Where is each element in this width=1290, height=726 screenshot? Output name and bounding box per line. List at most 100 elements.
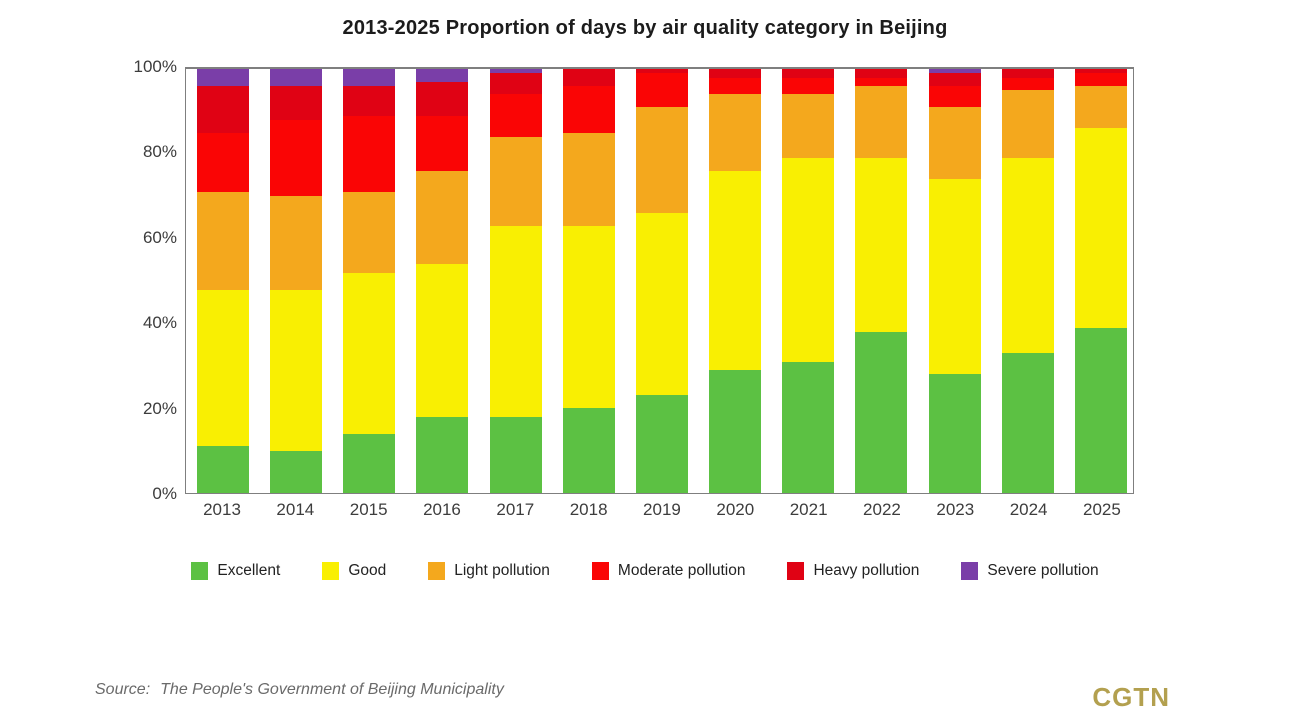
x-label-2017: 2017: [496, 500, 535, 519]
bar-segment-heavy-pollution-2020: [709, 69, 762, 78]
bar-segment-light-pollution-2024: [1001, 90, 1054, 159]
bar-segment-good-2013: [197, 289, 249, 447]
bar-2015: [343, 69, 396, 493]
x-label-2016: 2016: [423, 500, 461, 519]
bar-segment-moderate-pollution-2015: [343, 115, 396, 192]
bar-segment-severe-pollution-2023: [928, 69, 981, 74]
bar-2021: [782, 69, 835, 493]
bar-segment-light-pollution-2014: [270, 196, 323, 290]
x-axis: 2013 2014 2015 2016 2017 2018 2019 2020 2021 2022…: [185, 500, 1134, 520]
x-label-2021: 2021: [789, 500, 828, 519]
bar-2019: [635, 69, 688, 493]
bar-segment-moderate-pollution-2013: [197, 132, 249, 192]
x-label-2015: 2015: [349, 500, 388, 519]
bar-segment-good-2019: [635, 213, 688, 396]
bar-segment-heavy-pollution-2022: [855, 69, 908, 78]
bar-segment-excellent-2013: [197, 446, 249, 493]
legend-label-severe-pollution: Severe pollution: [987, 562, 1099, 579]
legend-item-heavy-pollution: Heavy pollution: [787, 562, 919, 580]
bar-segment-moderate-pollution-2024: [1001, 77, 1054, 91]
legend-label-light-pollution: Light pollution: [454, 562, 550, 579]
bar-2024: [1001, 69, 1054, 493]
bar-segment-light-pollution-2017: [489, 136, 542, 226]
bar-segment-moderate-pollution-2025: [1074, 73, 1127, 86]
source-text: The People's Government of Beijing Munic…: [160, 681, 504, 698]
bar-segment-good-2023: [928, 179, 981, 375]
bar-segment-excellent-2015: [343, 433, 396, 493]
bar-segment-light-pollution-2018: [562, 132, 615, 226]
bar-segment-good-2020: [709, 170, 762, 371]
bar-segment-severe-pollution-2016: [416, 69, 469, 82]
bar-2023: [928, 69, 981, 493]
bar-segment-light-pollution-2016: [416, 170, 469, 265]
y-tick-60pct: 60%: [142, 227, 177, 247]
bar-segment-heavy-pollution-2019: [635, 69, 688, 74]
x-label-2020: 2020: [716, 500, 755, 519]
bar-segment-excellent-2024: [1001, 353, 1054, 493]
legend-item-good: Good: [322, 562, 386, 580]
bar-segment-good-2017: [489, 225, 542, 417]
bar-segment-excellent-2020: [709, 370, 762, 493]
legend-item-light-pollution: Light pollution: [428, 562, 550, 580]
x-label-2013: 2013: [203, 500, 241, 519]
bar-segment-heavy-pollution-2024: [1001, 69, 1054, 78]
bar-segment-good-2016: [416, 264, 469, 417]
bar-segment-good-2021: [782, 158, 835, 362]
bar-segment-heavy-pollution-2018: [562, 69, 615, 86]
bar-2016: [416, 69, 469, 493]
bar-segment-heavy-pollution-2017: [489, 73, 542, 95]
y-axis: 0% 20% 40% 60% 80% 100%: [0, 57, 177, 503]
bar-segment-good-2018: [562, 225, 615, 409]
legend: Excellent Good Light pollution Moderate pol…: [0, 562, 1290, 580]
bar-segment-heavy-pollution-2021: [782, 69, 835, 78]
legend-swatch-moderate-pollution: [591, 562, 609, 580]
bar-segment-heavy-pollution-2014: [270, 86, 323, 120]
bar-segment-severe-pollution-2015: [343, 69, 396, 86]
x-label-2022: 2022: [863, 500, 901, 519]
bar-segment-good-2014: [270, 289, 323, 451]
bar-2017: [489, 69, 542, 493]
x-label-2014: 2014: [276, 500, 315, 519]
bar-segment-excellent-2022: [855, 331, 908, 493]
bar-segment-light-pollution-2015: [343, 191, 396, 273]
bar-segment-heavy-pollution-2013: [197, 86, 249, 133]
bar-2014: [270, 69, 323, 493]
bar-segment-moderate-pollution-2019: [635, 73, 688, 108]
x-label-2019: 2019: [643, 500, 681, 519]
bar-segment-moderate-pollution-2014: [270, 119, 323, 197]
legend-swatch-excellent: [191, 562, 209, 580]
bar-segment-moderate-pollution-2022: [855, 77, 908, 86]
bar-segment-heavy-pollution-2015: [343, 86, 396, 116]
bar-segment-severe-pollution-2013: [197, 69, 249, 86]
bar-2022: [855, 69, 908, 493]
bar-segment-heavy-pollution-2025: [1074, 69, 1127, 74]
bar-segment-heavy-pollution-2016: [416, 81, 469, 116]
bar-segment-excellent-2023: [928, 374, 981, 493]
bar-segment-moderate-pollution-2023: [928, 85, 981, 108]
bar-2013: [197, 69, 249, 493]
bar-segment-good-2025: [1074, 128, 1127, 328]
chart-title: 2013-2025 Proportion of days by air qual…: [342, 17, 948, 39]
bar-segment-excellent-2019: [635, 395, 688, 493]
y-tick-20pct: 20%: [142, 398, 177, 418]
source-label: Source:: [95, 681, 151, 698]
y-tick-40pct: 40%: [142, 313, 177, 333]
bar-segment-severe-pollution-2014: [270, 69, 323, 87]
legend-label-heavy-pollution: Heavy pollution: [813, 562, 920, 579]
bar-segment-moderate-pollution-2020: [709, 77, 762, 95]
bar-segment-excellent-2025: [1074, 327, 1127, 493]
bar-segment-excellent-2017: [489, 416, 542, 493]
bar-segment-light-pollution-2022: [855, 85, 908, 159]
bar-segment-excellent-2014: [270, 450, 323, 493]
legend-label-moderate-pollution: Moderate pollution: [617, 562, 746, 579]
bar-segment-light-pollution-2025: [1074, 85, 1127, 129]
source-note: Source: The People's Government of Beijin…: [95, 681, 504, 699]
bar-segment-excellent-2018: [562, 408, 615, 493]
y-tick-100pct: 100%: [133, 57, 177, 76]
bar-segment-moderate-pollution-2018: [562, 86, 615, 133]
x-label-2018: 2018: [569, 500, 608, 519]
bar-segment-moderate-pollution-2021: [782, 77, 835, 95]
x-label-2024: 2024: [1009, 500, 1048, 519]
y-tick-80pct: 80%: [142, 142, 177, 162]
